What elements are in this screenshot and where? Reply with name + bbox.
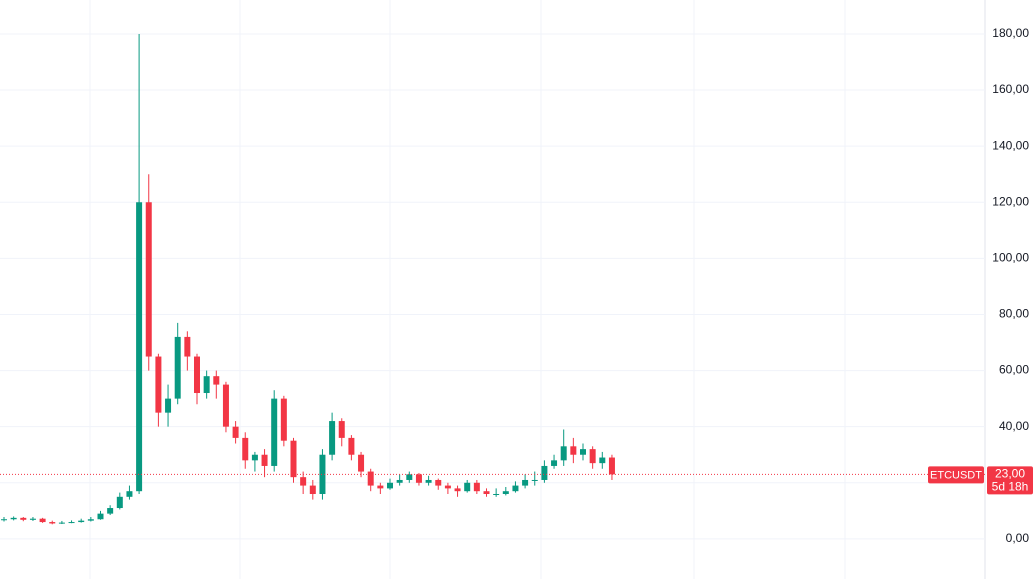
candle-body <box>29 518 36 520</box>
candle-body <box>20 517 27 520</box>
candle-body <box>261 454 268 466</box>
candle-body <box>387 482 393 489</box>
candle-body <box>58 522 65 524</box>
candle-body <box>1 519 7 521</box>
candle-body <box>155 356 162 413</box>
y-tick-label: 180,00 <box>992 26 1029 40</box>
y-tick-label: 100,00 <box>992 251 1029 265</box>
candle-body <box>454 488 461 492</box>
candle-body <box>570 446 577 455</box>
candle-body <box>203 376 210 394</box>
y-tick-label: 60,00 <box>999 363 1029 377</box>
candle-body <box>309 485 316 495</box>
candle-body <box>116 496 123 509</box>
candle-body <box>560 446 567 461</box>
y-tick-label: 0,00 <box>1006 531 1030 545</box>
candle-body <box>396 479 403 483</box>
candle-body <box>136 202 143 492</box>
candle-body <box>589 449 596 464</box>
candle-body <box>522 479 529 486</box>
candle-body <box>290 440 297 478</box>
candle-body <box>493 494 500 496</box>
candle-body <box>271 398 278 466</box>
price-badge <box>987 466 1033 495</box>
candle-body <box>184 336 191 357</box>
candle-body <box>348 437 355 455</box>
candle-body <box>425 479 432 483</box>
candle-body <box>78 520 85 523</box>
candle-body <box>242 437 249 461</box>
candle-body <box>97 513 104 520</box>
candle-body <box>145 202 152 357</box>
candle-body <box>329 421 336 455</box>
candle-body <box>300 477 307 486</box>
candle-body <box>251 454 258 461</box>
candle-body <box>49 522 56 524</box>
candle-body <box>473 482 480 492</box>
candle-body <box>406 474 413 480</box>
candle-body <box>531 479 538 481</box>
candle-body <box>464 482 471 492</box>
candle-body <box>338 421 345 438</box>
candle-body <box>10 517 17 520</box>
candle-body <box>512 485 519 492</box>
candle-body <box>319 454 326 495</box>
candle-body <box>39 518 46 523</box>
candle-body <box>222 384 229 427</box>
y-tick-label: 120,00 <box>992 194 1029 208</box>
candle-body <box>213 376 220 385</box>
y-tick-label: 80,00 <box>999 307 1029 321</box>
candle-body <box>608 457 615 475</box>
countdown-label: 5d 18h <box>992 480 1029 494</box>
candle-body <box>194 356 200 394</box>
y-tick-label: 140,00 <box>992 138 1029 152</box>
candle-body <box>551 460 558 466</box>
candle-body <box>444 485 451 489</box>
candle-body <box>541 465 548 480</box>
candle-body <box>415 474 422 483</box>
candle-body <box>174 336 181 399</box>
y-tick-label: 160,00 <box>992 82 1029 96</box>
candle-body <box>377 485 384 489</box>
symbol-label: ETCUSDT <box>930 469 982 481</box>
candle-body <box>87 519 94 521</box>
candle-body <box>165 398 172 413</box>
candle-body <box>126 491 133 497</box>
candle-body <box>435 479 442 486</box>
candle-body <box>502 491 509 495</box>
y-tick-label: 40,00 <box>999 419 1029 433</box>
candle-body <box>280 398 287 441</box>
candle-body <box>107 508 114 514</box>
candle-body <box>580 449 586 455</box>
candle-body <box>232 426 239 438</box>
candle-body <box>68 522 75 524</box>
candle-body <box>367 471 374 486</box>
candle-body <box>483 491 490 495</box>
symbol-badge <box>928 466 984 484</box>
candle-body <box>358 454 365 472</box>
price-label: 23,00 <box>995 467 1025 481</box>
candle-body <box>599 457 606 464</box>
